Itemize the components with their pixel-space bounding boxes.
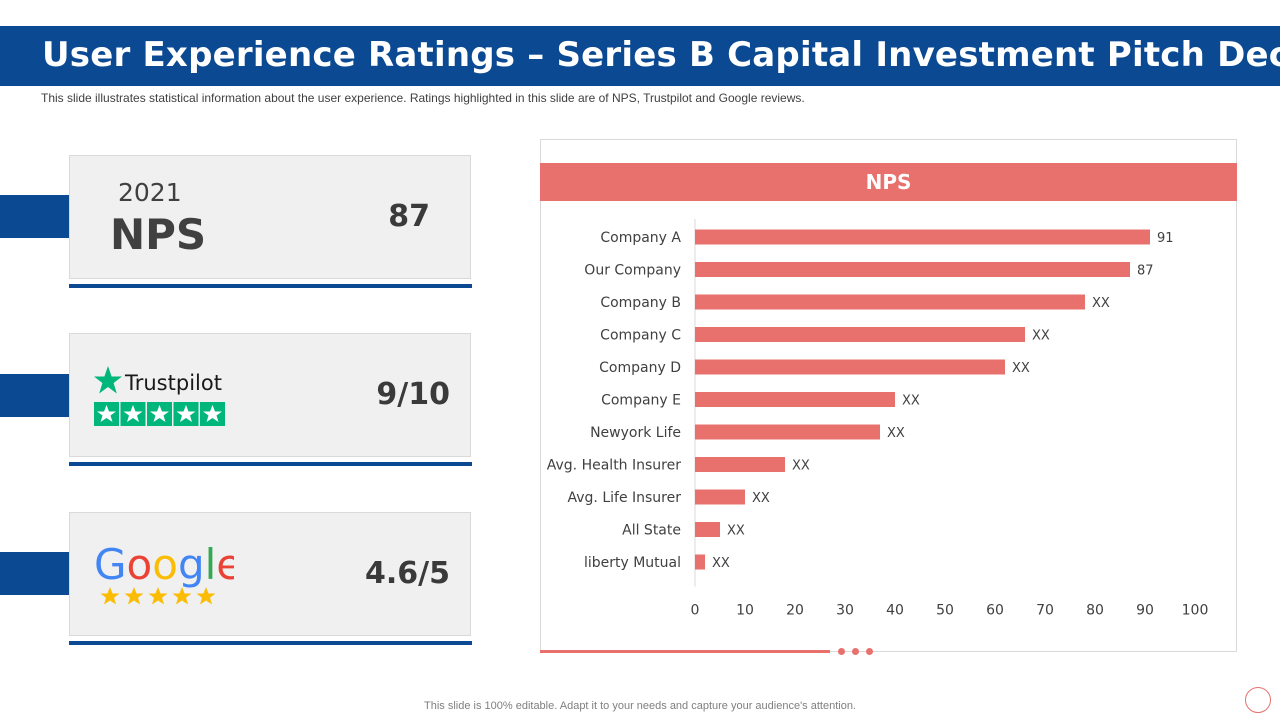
- data-label: XX: [902, 394, 920, 409]
- chart-dot: [838, 648, 845, 655]
- trustpilot-logo: Trustpilot: [94, 366, 225, 426]
- bar: [695, 229, 1150, 245]
- chart-dot: [852, 648, 859, 655]
- nps-card: 2021 NPS 87: [69, 155, 471, 279]
- nps-accent-bar: [0, 195, 70, 238]
- bar: [695, 457, 785, 472]
- nps-label: NPS: [110, 210, 207, 259]
- x-tick-label: 20: [786, 603, 804, 619]
- x-tick-label: 90: [1136, 603, 1154, 619]
- y-tick-label: Our Company: [584, 263, 681, 279]
- nps-value: 87: [388, 199, 430, 234]
- google-card: Google 4.6/5: [69, 512, 471, 636]
- google-card-underline: [69, 641, 472, 645]
- data-label: XX: [752, 491, 770, 506]
- google-wordmark: Google: [94, 541, 234, 589]
- nps-year: 2021: [118, 178, 182, 207]
- trustpilot-value: 9/10: [376, 377, 450, 412]
- y-tick-label: Avg. Life Insurer: [568, 490, 682, 506]
- chart-title: NPS: [865, 170, 912, 194]
- y-tick-label: liberty Mutual: [584, 555, 681, 571]
- google-accent-bar: [0, 552, 70, 595]
- chart-header: NPS: [540, 163, 1237, 201]
- data-label: XX: [1092, 296, 1110, 311]
- y-tick-label: Company E: [601, 393, 681, 409]
- bar: [695, 262, 1130, 277]
- bar: [695, 359, 1005, 375]
- chart-dot: [866, 648, 873, 655]
- chart-progress-line: [540, 650, 830, 653]
- data-label: 91: [1157, 231, 1174, 246]
- page-title: User Experience Ratings – Series B Capit…: [42, 35, 1280, 75]
- google-rating-stars: [100, 587, 216, 605]
- nps-bar-chart: Company A 91 Our Company 87 Company B XX Compa…: [547, 219, 1209, 619]
- page-subtitle: This slide illustrates statistical infor…: [41, 91, 805, 105]
- x-tick-label: 50: [936, 603, 954, 619]
- bar: [695, 522, 720, 537]
- x-tick-label: 0: [691, 603, 700, 619]
- trustpilot-card-underline: [69, 462, 472, 466]
- trustpilot-star-icon: [94, 366, 122, 394]
- bar: [695, 327, 1025, 342]
- x-tick-label: 40: [886, 603, 904, 619]
- bar: [695, 294, 1085, 310]
- google-logo: Google: [94, 541, 234, 605]
- corner-circle-icon: [1245, 687, 1271, 713]
- nps-card-underline: [69, 284, 472, 288]
- data-label: XX: [1012, 361, 1030, 376]
- bar: [695, 554, 705, 570]
- data-label: XX: [1032, 329, 1050, 344]
- bar: [695, 489, 745, 505]
- x-tick-label: 100: [1182, 603, 1209, 619]
- google-value: 4.6/5: [365, 556, 450, 591]
- y-tick-label: Avg. Health Insurer: [547, 458, 681, 474]
- footer-note: This slide is 100% editable. Adapt it to…: [424, 700, 856, 712]
- bar: [695, 424, 880, 440]
- x-tick-label: 80: [1086, 603, 1104, 619]
- data-label: XX: [712, 556, 730, 571]
- y-tick-label: Company B: [600, 295, 681, 311]
- y-tick-label: Company D: [599, 360, 681, 376]
- trustpilot-card: Trustpilot 9/10: [69, 333, 471, 457]
- data-label: 87: [1137, 264, 1154, 279]
- x-tick-label: 70: [1036, 603, 1054, 619]
- title-bar: User Experience Ratings – Series B Capit…: [0, 26, 1280, 86]
- data-label: XX: [887, 426, 905, 441]
- data-label: XX: [727, 524, 745, 539]
- y-tick-label: Newyork Life: [590, 425, 681, 441]
- y-tick-label: Company C: [600, 328, 681, 344]
- y-tick-label: All State: [622, 523, 681, 539]
- trustpilot-accent-bar: [0, 374, 70, 417]
- trustpilot-wordmark: Trustpilot: [124, 371, 222, 395]
- x-tick-label: 30: [836, 603, 854, 619]
- y-tick-label: Company A: [600, 230, 681, 246]
- data-label: XX: [792, 459, 810, 474]
- x-tick-label: 60: [986, 603, 1004, 619]
- trustpilot-rating-stars: [94, 402, 225, 426]
- x-tick-label: 10: [736, 603, 754, 619]
- bar: [695, 392, 895, 407]
